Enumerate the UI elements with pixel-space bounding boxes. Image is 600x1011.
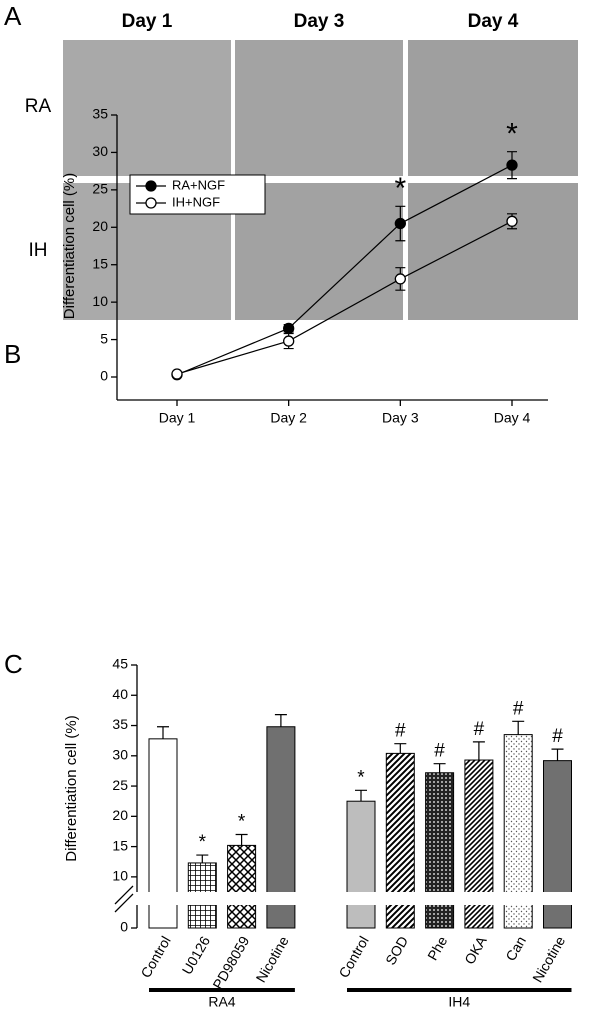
- series-line: [176, 164, 513, 376]
- x-tick-label: Day 3: [382, 410, 419, 426]
- error-bar: [274, 714, 287, 727]
- legend-label: RA+NGF: [172, 177, 225, 192]
- bar-break: [346, 892, 376, 905]
- marker: [506, 215, 518, 227]
- y-tick-label: 5: [100, 330, 108, 346]
- error-bar: [235, 833, 248, 846]
- annotation: *: [506, 118, 518, 151]
- column-label: Day 1: [122, 11, 173, 32]
- axis-break: [114, 885, 134, 913]
- annotation: #: [434, 741, 445, 762]
- group-bar: [347, 988, 572, 992]
- annotation: *: [394, 172, 406, 205]
- error-bar: [157, 726, 169, 739]
- annotation: #: [395, 721, 406, 742]
- group-label: RA4: [208, 994, 235, 1010]
- y-tick-label: 30: [112, 747, 128, 763]
- y-tick-label: 15: [92, 255, 108, 271]
- y-axis-label: Differentiation cell (%): [61, 173, 78, 319]
- micrograph: [408, 40, 578, 176]
- y-tick-label: 35: [92, 106, 108, 122]
- group-label: IH4: [448, 994, 470, 1010]
- panel-label: C: [4, 649, 23, 679]
- error-bar: [355, 789, 367, 802]
- x-tick-label: Control: [137, 933, 173, 980]
- bar-break: [265, 892, 296, 905]
- error-bar: [472, 741, 485, 761]
- y-tick-label: 20: [92, 218, 108, 234]
- error-bar: [433, 763, 446, 773]
- legend-marker: [145, 180, 157, 192]
- y-tick-label: 40: [112, 686, 128, 702]
- bar: [227, 844, 257, 929]
- y-tick-label: 25: [112, 777, 128, 793]
- annotation: *: [199, 832, 207, 853]
- panel-label: B: [4, 339, 21, 369]
- x-tick-label: PD98059: [209, 933, 252, 992]
- bar: [346, 800, 376, 929]
- x-tick-label: Day 1: [159, 410, 196, 426]
- x-tick-label: Control: [335, 933, 371, 980]
- error-bar: [551, 748, 564, 761]
- y-tick-label: 20: [112, 807, 128, 823]
- marker: [394, 217, 406, 230]
- column-label: Day 4: [468, 11, 519, 32]
- x-tick-label: Phe: [424, 933, 450, 963]
- error-bar: [512, 720, 525, 735]
- y-tick-label: 0: [100, 368, 108, 384]
- x-tick-label: U0126: [179, 933, 214, 977]
- bar-break: [385, 892, 416, 905]
- x-tick-label: Nicotine: [529, 933, 568, 985]
- x-tick-label: Nicotine: [253, 933, 292, 985]
- marker: [506, 159, 518, 171]
- x-tick-label: OKA: [461, 933, 490, 967]
- annotation: #: [552, 726, 563, 747]
- bar-break: [226, 892, 257, 905]
- bar-break: [424, 892, 455, 905]
- y-tick-label: 30: [92, 143, 108, 159]
- marker: [283, 322, 295, 334]
- marker: [171, 368, 183, 380]
- x-tick-label: SOD: [382, 933, 411, 967]
- annotation: #: [513, 698, 524, 719]
- y-tick-label: 45: [112, 656, 128, 672]
- y-tick-label: 10: [112, 868, 128, 884]
- y-axis-label: Differentiation cell (%): [63, 715, 80, 861]
- annotation: *: [238, 812, 246, 833]
- legend-label: IH+NGF: [172, 194, 220, 209]
- micrograph: [235, 40, 403, 176]
- x-tick-label: Can: [502, 933, 529, 963]
- column-label: Day 3: [294, 11, 345, 32]
- y-tick-label: 25: [92, 181, 108, 197]
- micrograph: [408, 183, 578, 320]
- bar-break: [148, 892, 178, 905]
- group-bar: [149, 988, 295, 992]
- error-bar: [394, 743, 407, 754]
- x-tick-label: Day 4: [494, 410, 531, 426]
- y-tick-label: 15: [112, 837, 128, 853]
- series-line: [176, 220, 513, 375]
- marker: [283, 335, 295, 347]
- y-tick-label: 0: [120, 919, 128, 935]
- bar-break: [542, 892, 573, 905]
- annotation: *: [357, 767, 365, 788]
- y-tick-label: 35: [112, 716, 128, 732]
- bar-break: [463, 892, 494, 905]
- bar-break: [187, 892, 218, 905]
- bar-break: [503, 892, 534, 905]
- y-tick-label: 10: [92, 293, 108, 309]
- annotation: #: [474, 719, 485, 740]
- panel-label: A: [4, 1, 22, 31]
- row-label: IH: [29, 240, 48, 261]
- x-tick-label: Day 2: [270, 410, 307, 426]
- row-label: RA: [25, 96, 52, 117]
- marker: [394, 273, 406, 285]
- legend-marker: [145, 197, 157, 209]
- error-bar: [196, 854, 209, 863]
- micrograph: [63, 40, 231, 176]
